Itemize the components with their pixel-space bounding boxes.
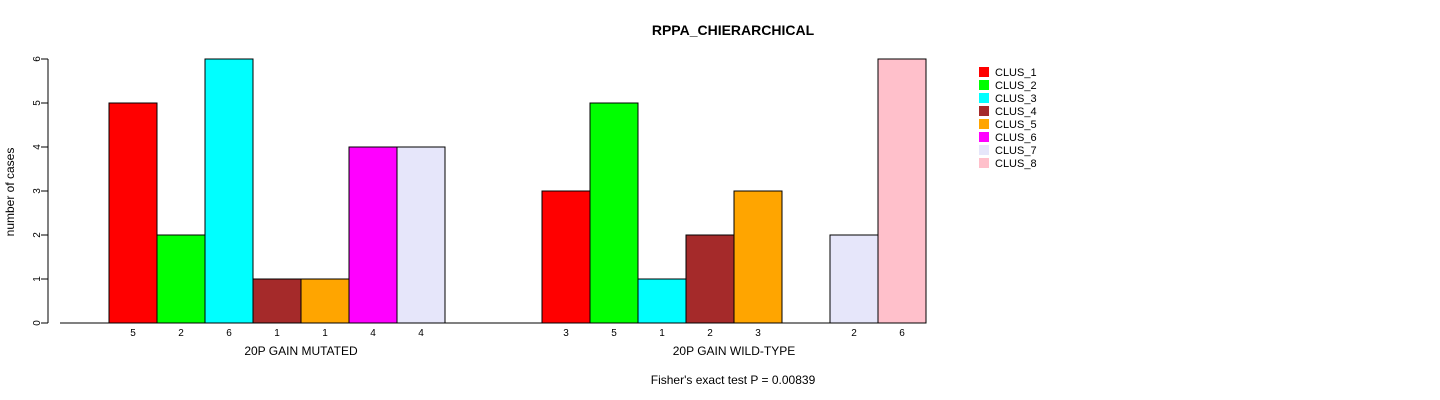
bar-count-label: 6 (899, 328, 905, 339)
bar-count-label: 4 (418, 328, 424, 339)
bar-group: 5 2 6 1 1 4 4 20P GAIN MUTATED (60, 58, 493, 358)
bar-count-label: 6 (226, 328, 232, 339)
bar (685, 234, 735, 324)
legend-swatch (979, 158, 989, 168)
legend-swatch (979, 80, 989, 90)
legend-item: CLUS_7 (979, 145, 1037, 157)
bar (204, 58, 254, 324)
bar (156, 234, 206, 324)
legend-label: CLUS_4 (995, 106, 1037, 118)
legend-item: CLUS_4 (979, 106, 1037, 118)
bars: 5 2 6 1 1 4 4 20P GAIN MUTATED 3 5 1 2 3 2 6 20P GAIN W… (60, 58, 927, 358)
legend-item: CLUS_3 (979, 93, 1037, 105)
legend-item: CLUS_2 (979, 80, 1037, 92)
bar (829, 234, 879, 324)
bar-group: 3 5 1 2 3 2 6 20P GAIN WILD-TYPE (493, 58, 927, 358)
legend: CLUS_1CLUS_2CLUS_3CLUS_4CLUS_5CLUS_6CLUS… (979, 67, 1037, 170)
bar (877, 58, 927, 324)
legend-swatch (979, 67, 989, 77)
legend-swatch (979, 106, 989, 116)
bar-count-label: 2 (707, 328, 713, 339)
legend-label: CLUS_3 (995, 93, 1037, 105)
bar-count-label: 5 (130, 328, 136, 339)
legend-item: CLUS_5 (979, 119, 1037, 131)
legend-item: CLUS_8 (979, 158, 1037, 170)
bar-count-label: 3 (755, 328, 761, 339)
bar (348, 146, 398, 324)
y-tick-label: 3 (32, 188, 43, 194)
y-tick-label: 4 (32, 144, 43, 150)
legend-item: CLUS_1 (979, 67, 1037, 79)
bar (252, 278, 302, 324)
bar-count-label: 2 (178, 328, 184, 339)
group-label: 20P GAIN WILD-TYPE (673, 344, 795, 358)
legend-swatch (979, 132, 989, 142)
legend-swatch (979, 145, 989, 155)
bar (589, 102, 639, 324)
y-axis: 0 1 2 3 4 5 6 (32, 56, 49, 326)
y-tick-label: 6 (32, 56, 43, 62)
legend-label: CLUS_1 (995, 67, 1037, 79)
y-tick-label: 2 (32, 232, 43, 238)
bar (300, 278, 350, 324)
fisher-test-caption: Fisher's exact test P = 0.00839 (651, 373, 816, 387)
bar (637, 278, 687, 324)
bar (108, 102, 158, 324)
bar (541, 190, 591, 324)
legend-swatch (979, 119, 989, 129)
bar (396, 146, 446, 324)
legend-label: CLUS_5 (995, 119, 1037, 131)
legend-label: CLUS_6 (995, 132, 1037, 144)
bar-count-label: 1 (274, 328, 280, 339)
chart-title: RPPA_CHIERARCHICAL (652, 22, 815, 38)
legend-label: CLUS_7 (995, 145, 1037, 157)
bar (733, 190, 783, 324)
bar-count-label: 4 (370, 328, 376, 339)
y-tick-label: 0 (32, 320, 43, 326)
group-label: 20P GAIN MUTATED (244, 344, 358, 358)
bar-count-label: 1 (322, 328, 328, 339)
bar-count-label: 5 (611, 328, 617, 339)
y-axis-label: number of cases (3, 148, 17, 237)
legend-label: CLUS_2 (995, 80, 1037, 92)
bar-count-label: 1 (659, 328, 665, 339)
legend-label: CLUS_8 (995, 158, 1037, 170)
y-tick-label: 1 (32, 276, 43, 282)
bar-count-label: 3 (563, 328, 569, 339)
legend-swatch (979, 93, 989, 103)
y-tick-label: 5 (32, 100, 43, 106)
legend-item: CLUS_6 (979, 132, 1037, 144)
bar-count-label: 2 (851, 328, 857, 339)
